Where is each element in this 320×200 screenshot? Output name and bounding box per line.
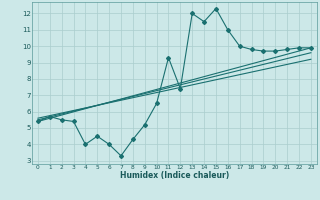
X-axis label: Humidex (Indice chaleur): Humidex (Indice chaleur) <box>120 171 229 180</box>
